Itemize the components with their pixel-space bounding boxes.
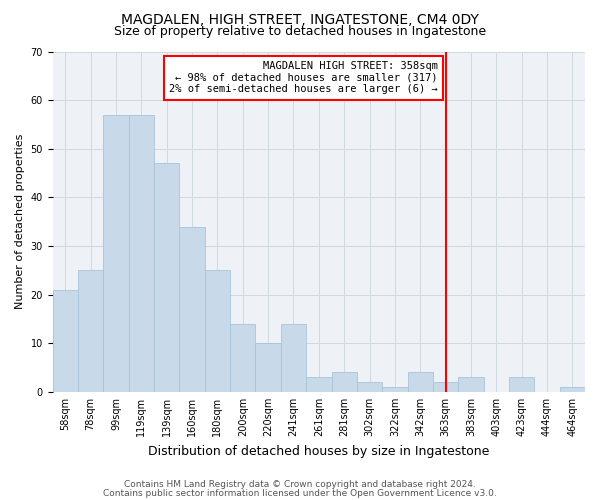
Bar [560,387,585,392]
Bar [154,164,179,392]
Bar [509,378,535,392]
Bar [205,270,230,392]
Bar [230,324,256,392]
Bar [256,344,281,392]
Text: Contains HM Land Registry data © Crown copyright and database right 2024.: Contains HM Land Registry data © Crown c… [124,480,476,489]
Bar [129,114,154,392]
Bar [332,372,357,392]
Bar [407,372,433,392]
Bar [78,270,103,392]
Text: Size of property relative to detached houses in Ingatestone: Size of property relative to detached ho… [114,25,486,38]
Y-axis label: Number of detached properties: Number of detached properties [15,134,25,310]
Bar [179,226,205,392]
Bar [103,114,129,392]
Bar [357,382,382,392]
Bar [281,324,306,392]
X-axis label: Distribution of detached houses by size in Ingatestone: Distribution of detached houses by size … [148,444,490,458]
Bar [382,387,407,392]
Text: MAGDALEN, HIGH STREET, INGATESTONE, CM4 0DY: MAGDALEN, HIGH STREET, INGATESTONE, CM4 … [121,12,479,26]
Bar [433,382,458,392]
Bar [53,290,78,392]
Bar [458,378,484,392]
Text: Contains public sector information licensed under the Open Government Licence v3: Contains public sector information licen… [103,488,497,498]
Text: MAGDALEN HIGH STREET: 358sqm
← 98% of detached houses are smaller (317)
2% of se: MAGDALEN HIGH STREET: 358sqm ← 98% of de… [169,61,438,94]
Bar [306,378,332,392]
